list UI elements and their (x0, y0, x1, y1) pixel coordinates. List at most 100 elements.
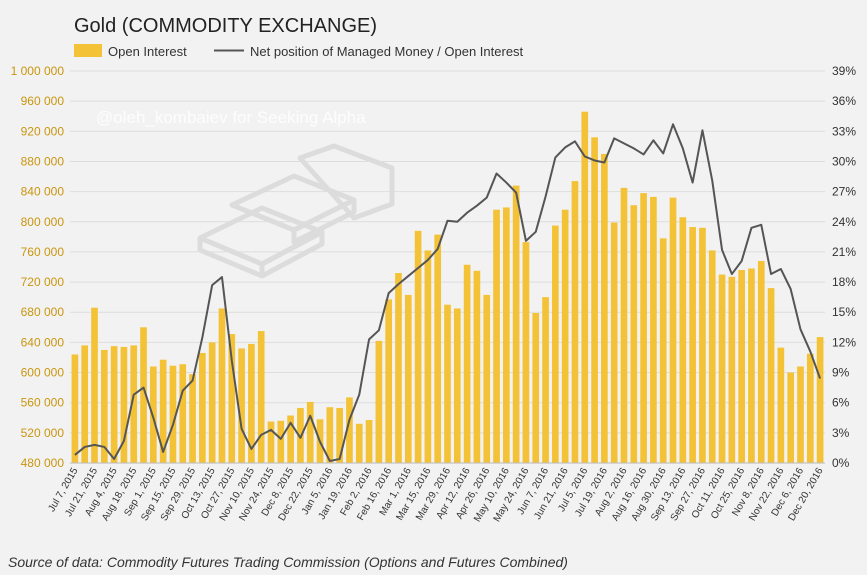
bar (336, 407, 343, 463)
bar (708, 250, 716, 463)
left-tick-label: 560 000 (21, 396, 65, 410)
bar (277, 420, 285, 463)
right-tick-label: 9% (832, 366, 850, 380)
bar (326, 407, 334, 463)
bar (630, 205, 638, 463)
left-tick-label: 800 000 (21, 215, 65, 229)
bar (591, 137, 598, 464)
bar (404, 294, 412, 463)
left-tick-label: 720 000 (21, 275, 65, 289)
bar (218, 308, 226, 463)
series-line (74, 123, 822, 462)
bar (777, 347, 785, 463)
bar (512, 185, 520, 464)
bar (267, 421, 275, 463)
bar (473, 270, 481, 463)
bar (767, 288, 775, 463)
legend-bar-label: Open Interest (108, 44, 187, 59)
line-series (74, 123, 822, 462)
bar (189, 374, 196, 463)
bar (699, 227, 706, 463)
bar (81, 345, 89, 463)
bar (179, 364, 187, 463)
bar (444, 304, 451, 463)
right-tick-label: 21% (832, 245, 856, 259)
bar (502, 207, 510, 463)
bar (610, 222, 618, 463)
bar (130, 345, 138, 463)
bar (650, 196, 657, 463)
bar (395, 273, 402, 463)
bar (91, 307, 98, 463)
bar (787, 372, 795, 463)
bar (552, 225, 559, 463)
left-tick-label: 640 000 (21, 335, 65, 349)
left-tick-label: 480 000 (21, 456, 65, 470)
bar (571, 181, 579, 464)
bar (679, 217, 687, 463)
watermark: @oleh_kombaiev for Seeking Alpha (96, 108, 366, 127)
legend-line-label: Net position of Managed Money / Open Int… (250, 44, 524, 59)
bar (816, 337, 824, 463)
bar (385, 299, 393, 463)
bar (346, 397, 353, 463)
bar (669, 197, 677, 463)
bar (287, 415, 294, 463)
bar (140, 327, 147, 463)
right-tick-label: 15% (832, 305, 856, 319)
bar (659, 238, 667, 463)
bar (728, 276, 736, 463)
legend: Open Interest Net position of Managed Mo… (74, 44, 524, 59)
left-tick-label: 840 000 (21, 185, 65, 199)
bar (738, 270, 745, 463)
right-tick-label: 6% (832, 396, 850, 410)
left-tick-label: 760 000 (21, 245, 65, 259)
bar (493, 209, 500, 463)
bar-series (71, 111, 824, 464)
left-tick-label: 920 000 (21, 124, 65, 138)
bar (601, 153, 608, 463)
bar (355, 423, 363, 463)
right-axis: 0% 3% 6% 9% 12% 15% 18% 21% 24% 27% 30% 33% 36% 39% (832, 64, 856, 470)
right-tick-label: 24% (832, 215, 856, 229)
bar (414, 230, 422, 463)
bar (110, 346, 118, 463)
bar (306, 401, 314, 463)
bar (208, 342, 216, 463)
bar (365, 420, 373, 463)
right-tick-label: 30% (832, 154, 856, 168)
bar (257, 331, 265, 463)
gold-bar-icon (197, 143, 395, 279)
right-tick-label: 39% (832, 64, 856, 78)
bar (169, 365, 177, 463)
bar (248, 343, 255, 463)
bar (806, 353, 814, 463)
bar (581, 111, 589, 463)
bar (748, 268, 755, 463)
bar (71, 354, 79, 463)
bar (463, 264, 471, 463)
bar (522, 242, 530, 463)
bar (100, 349, 108, 463)
bar (434, 234, 442, 463)
left-tick-label: 960 000 (21, 94, 65, 108)
bar (120, 346, 128, 463)
left-tick-label: 600 000 (21, 366, 65, 380)
bar (238, 348, 245, 463)
bar (199, 352, 206, 463)
bar (718, 274, 726, 463)
bar (561, 209, 569, 463)
bar (375, 340, 383, 463)
bar (424, 250, 432, 463)
bar (453, 308, 461, 463)
bar (797, 366, 804, 463)
right-tick-label: 33% (832, 124, 856, 138)
right-tick-label: 0% (832, 456, 850, 470)
chart-title: Gold (COMMODITY EXCHANGE) (74, 15, 377, 37)
bar (640, 193, 647, 463)
bar (159, 359, 167, 463)
right-tick-label: 12% (832, 335, 856, 349)
left-axis: 480 000 520 000 560 000 600 000 640 000 680 0… (11, 64, 65, 470)
